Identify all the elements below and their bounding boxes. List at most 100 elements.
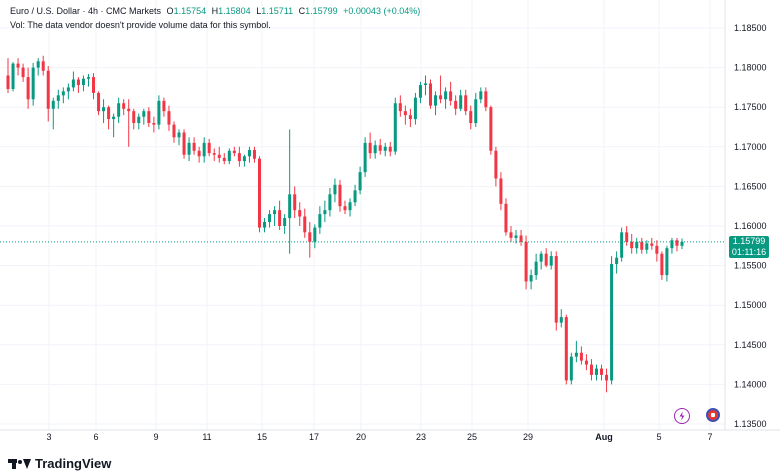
candle-body: [222, 157, 226, 162]
low-label: L: [256, 6, 262, 16]
candle-body: [31, 67, 35, 100]
candle: [167, 105, 171, 131]
candle: [610, 256, 614, 385]
price-tick-label: 1.15500: [734, 261, 767, 271]
candle: [499, 172, 503, 211]
candle-body: [484, 91, 488, 108]
low-value: 1.15711: [261, 6, 294, 16]
open-label: O: [166, 6, 174, 16]
high-label: H: [211, 6, 219, 16]
candle: [288, 129, 292, 254]
time-tick-label: 3: [46, 432, 51, 442]
candle-body: [71, 79, 75, 88]
candle-body: [182, 132, 186, 155]
candle-body: [86, 77, 90, 79]
candle: [454, 95, 458, 116]
candle-body: [630, 241, 634, 249]
candle: [222, 153, 226, 165]
candle-body: [554, 256, 558, 323]
candle: [71, 71, 75, 92]
flag-button[interactable]: [706, 408, 720, 422]
candle-body: [398, 103, 402, 112]
tradingview-logo[interactable]: TradingView: [8, 456, 111, 471]
time-axis[interactable]: 3 6 9 11 15 17 20 23 25 29 Aug 5 7: [46, 432, 712, 442]
candle-body: [383, 146, 387, 151]
candle-body: [273, 210, 277, 215]
candle: [318, 206, 322, 234]
candle-body: [242, 156, 246, 162]
change-value: +0.00043 (+0.04%): [343, 6, 421, 16]
candle: [31, 62, 35, 106]
candle-body: [544, 253, 548, 266]
candle-body: [172, 124, 176, 138]
last-price-tag: 1.15799 01:11:16: [729, 236, 769, 258]
candle-body: [343, 206, 347, 211]
candle-body: [207, 142, 211, 154]
candle: [102, 99, 106, 124]
candle-body: [81, 78, 85, 86]
candle-body: [564, 317, 568, 381]
candle-body: [534, 261, 538, 276]
candle-body: [494, 150, 498, 179]
lightning-button[interactable]: [674, 408, 690, 424]
candle-body: [293, 194, 297, 211]
candle: [333, 178, 337, 203]
candle: [529, 269, 533, 290]
candle-body: [313, 227, 317, 242]
candle: [635, 237, 639, 254]
last-price-value: 1.15799: [732, 236, 766, 246]
candle: [147, 107, 151, 127]
candle: [122, 99, 126, 116]
candle: [152, 116, 156, 133]
candle-body: [147, 111, 151, 124]
candle: [66, 83, 70, 100]
candle: [303, 208, 307, 238]
candle-body: [434, 95, 438, 106]
candle-body: [51, 100, 55, 109]
candle: [112, 113, 116, 138]
candle: [479, 87, 483, 104]
candle-body: [217, 154, 221, 158]
candle: [252, 146, 256, 163]
candle: [127, 99, 131, 147]
candle: [91, 73, 96, 100]
close-label: C: [298, 6, 306, 16]
candle-body: [187, 142, 191, 155]
candle-body: [600, 368, 604, 375]
time-tick-label: 7: [707, 432, 712, 442]
candle: [26, 67, 30, 109]
candle-body: [464, 95, 468, 112]
candle-body: [102, 107, 106, 112]
candle: [620, 227, 624, 262]
volume-note: Vol: The data vendor doesn't provide vol…: [10, 20, 271, 30]
candle-body: [66, 87, 70, 92]
candle-body: [594, 368, 599, 375]
candle-body: [358, 172, 362, 191]
candle-body: [252, 149, 256, 159]
price-axis[interactable]: 1.18500 1.18000 1.17500 1.17000 1.16500 1.160…: [734, 23, 767, 429]
candle: [584, 354, 588, 371]
candle-body: [152, 123, 156, 125]
candle: [630, 233, 634, 254]
candle-body: [16, 63, 20, 68]
candle: [157, 95, 161, 130]
price-tick-label: 1.16000: [734, 221, 767, 231]
candle: [242, 154, 246, 167]
candle: [489, 105, 493, 155]
candle: [81, 75, 85, 92]
candle: [403, 105, 407, 125]
candle-body: [635, 241, 639, 249]
candle-body: [308, 232, 312, 242]
candle: [107, 105, 111, 130]
candle-body: [559, 317, 563, 323]
candle: [182, 129, 186, 159]
candle-body: [36, 61, 40, 68]
time-tick-label: 29: [523, 432, 533, 442]
candle: [464, 89, 468, 116]
candle: [343, 200, 347, 215]
candle: [132, 108, 136, 130]
time-tick-label: 23: [416, 432, 426, 442]
candle: [594, 364, 599, 381]
candle-body: [263, 222, 267, 228]
